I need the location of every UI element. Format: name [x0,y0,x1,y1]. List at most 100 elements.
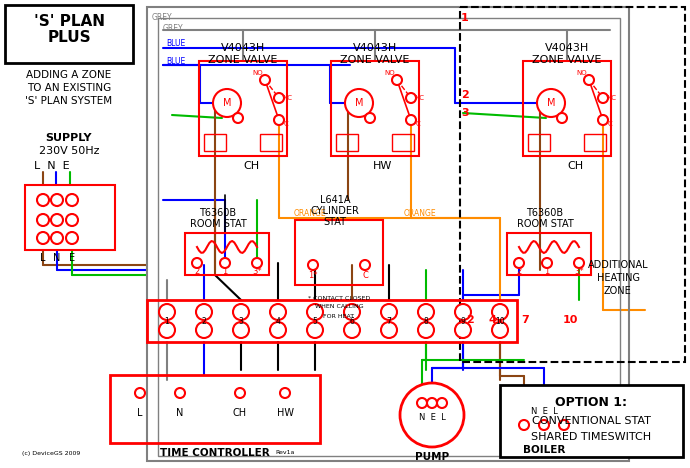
Circle shape [252,258,262,268]
Text: 2: 2 [466,315,474,325]
Circle shape [400,383,464,447]
Bar [295,220,383,285]
Circle shape [381,304,397,320]
Circle shape [270,322,286,338]
Circle shape [233,304,249,320]
Text: 1: 1 [222,266,228,276]
Circle shape [492,322,508,338]
Text: * CONTACT CLOSED: * CONTACT CLOSED [308,295,370,300]
Text: 3*: 3* [574,266,584,276]
Bar [110,375,320,443]
Text: L: L [40,253,46,263]
Circle shape [213,89,241,117]
Text: C: C [284,121,288,127]
Text: 2: 2 [516,266,522,276]
Text: ROOM STAT: ROOM STAT [517,219,573,229]
Bar [260,134,282,151]
Text: 3: 3 [239,316,244,326]
Text: (c) DeviceGS 2009: (c) DeviceGS 2009 [22,451,80,455]
Text: Rev1a: Rev1a [275,451,295,455]
Text: CH: CH [243,161,259,171]
Text: TIME CONTROLLER: TIME CONTROLLER [160,448,270,458]
Circle shape [66,232,78,244]
Circle shape [537,89,565,117]
Circle shape [274,93,284,103]
Circle shape [345,89,373,117]
Text: CYLINDER: CYLINDER [310,206,359,216]
Circle shape [235,388,245,398]
Circle shape [66,214,78,226]
Circle shape [66,194,78,206]
Circle shape [308,260,318,270]
Text: C: C [608,121,613,127]
Text: V4043H: V4043H [545,43,589,53]
Circle shape [418,304,434,320]
Text: SUPPLY: SUPPLY [46,133,92,143]
Text: GREY: GREY [152,13,172,22]
Circle shape [159,322,175,338]
Text: FOR HEAT: FOR HEAT [324,314,355,319]
Circle shape [514,258,524,268]
Text: 230V 50Hz: 230V 50Hz [39,146,99,156]
Text: ZONE VALVE: ZONE VALVE [208,55,277,65]
Bar [204,134,226,151]
Text: 3*: 3* [252,266,262,276]
Text: C: C [415,121,420,127]
Circle shape [37,194,49,206]
Circle shape [51,194,63,206]
Circle shape [37,232,49,244]
Circle shape [307,322,323,338]
Circle shape [233,113,243,123]
Text: 5: 5 [313,316,317,326]
Circle shape [455,322,471,338]
Text: ZONE VALVE: ZONE VALVE [532,55,602,65]
Text: NC: NC [282,95,292,101]
Text: N: N [53,253,61,263]
Circle shape [539,420,549,430]
Text: PLUS: PLUS [47,30,91,45]
Bar [331,61,419,156]
Text: 9: 9 [460,316,466,326]
Text: ADDING A ZONE: ADDING A ZONE [26,70,112,80]
Circle shape [196,304,212,320]
Circle shape [584,75,594,85]
Text: L  N  E: L N E [34,161,70,171]
Text: 4: 4 [488,315,496,325]
Text: ORANGE: ORANGE [294,209,326,218]
Bar [584,134,606,151]
Circle shape [559,420,569,430]
Circle shape [574,258,584,268]
Circle shape [455,304,471,320]
Circle shape [392,75,402,85]
Bar [392,134,414,151]
Text: L: L [137,408,143,418]
Circle shape [427,398,437,408]
Text: 7: 7 [386,316,391,326]
Circle shape [381,322,397,338]
Circle shape [417,398,427,408]
Circle shape [196,322,212,338]
Text: L641A: L641A [319,195,351,205]
Circle shape [437,398,447,408]
Circle shape [280,388,290,398]
Circle shape [270,304,286,320]
Text: 2: 2 [195,266,199,276]
Text: N  E  L: N E L [531,408,558,417]
Bar [510,390,578,440]
Bar [336,134,358,151]
Circle shape [360,260,370,270]
Text: V4043H: V4043H [353,43,397,53]
Text: NO: NO [253,70,264,76]
Text: NO: NO [385,70,395,76]
Text: ADDITIONAL: ADDITIONAL [588,260,649,270]
Text: STAT: STAT [324,217,346,227]
Circle shape [418,322,434,338]
Text: SHARED TIMESWITCH: SHARED TIMESWITCH [531,432,651,442]
Text: CH: CH [233,408,247,418]
Text: M: M [355,98,363,108]
Text: M: M [223,98,231,108]
Circle shape [260,75,270,85]
Bar [5,5,133,63]
Text: T6360B: T6360B [199,208,237,218]
Circle shape [406,93,416,103]
